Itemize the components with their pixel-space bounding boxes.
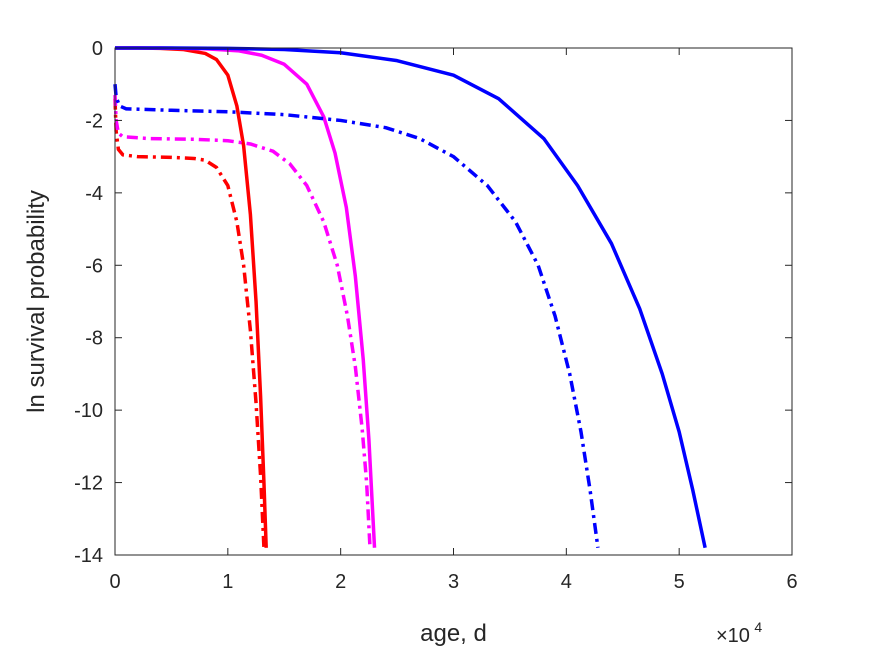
x-tick-label: 0 bbox=[109, 571, 120, 593]
x-tick-label: 2 bbox=[335, 571, 346, 593]
x-tick-label: 4 bbox=[561, 571, 572, 593]
x-tick-label: 5 bbox=[674, 571, 685, 593]
y-tick-label: -2 bbox=[85, 110, 103, 132]
ticks-layer: 0 1 2 3 4 5 6 0 -2 -4 -6 -8 -10 -12 -14 bbox=[74, 38, 797, 593]
x-tick-label: 6 bbox=[786, 571, 797, 593]
y-tick-label: -12 bbox=[74, 473, 103, 495]
x-tick-label: 1 bbox=[222, 571, 233, 593]
y-tick-label: -8 bbox=[85, 328, 103, 350]
x-exponent-base: ×10 bbox=[716, 625, 750, 647]
y-axis-label: ln survival probability bbox=[23, 190, 50, 413]
series-line-4 bbox=[113, 95, 372, 548]
x-tick-label: 3 bbox=[448, 571, 459, 593]
y-tick-label: -14 bbox=[74, 545, 103, 567]
y-tick-label: -10 bbox=[74, 400, 103, 422]
y-tick-label: -4 bbox=[85, 183, 103, 205]
y-tick-label: -6 bbox=[85, 255, 103, 277]
series-line-1 bbox=[115, 46, 268, 548]
x-axis-label: age, d bbox=[420, 620, 487, 647]
y-tick-label: 0 bbox=[92, 38, 103, 60]
series-line-6 bbox=[113, 84, 600, 548]
x-exponent-power: 4 bbox=[754, 619, 762, 635]
series-line-3 bbox=[115, 46, 377, 548]
series-layer bbox=[113, 46, 707, 549]
series-line-5 bbox=[115, 46, 707, 549]
x-exponent-label: ×10 4 bbox=[716, 619, 762, 647]
series-line-2 bbox=[113, 98, 266, 548]
